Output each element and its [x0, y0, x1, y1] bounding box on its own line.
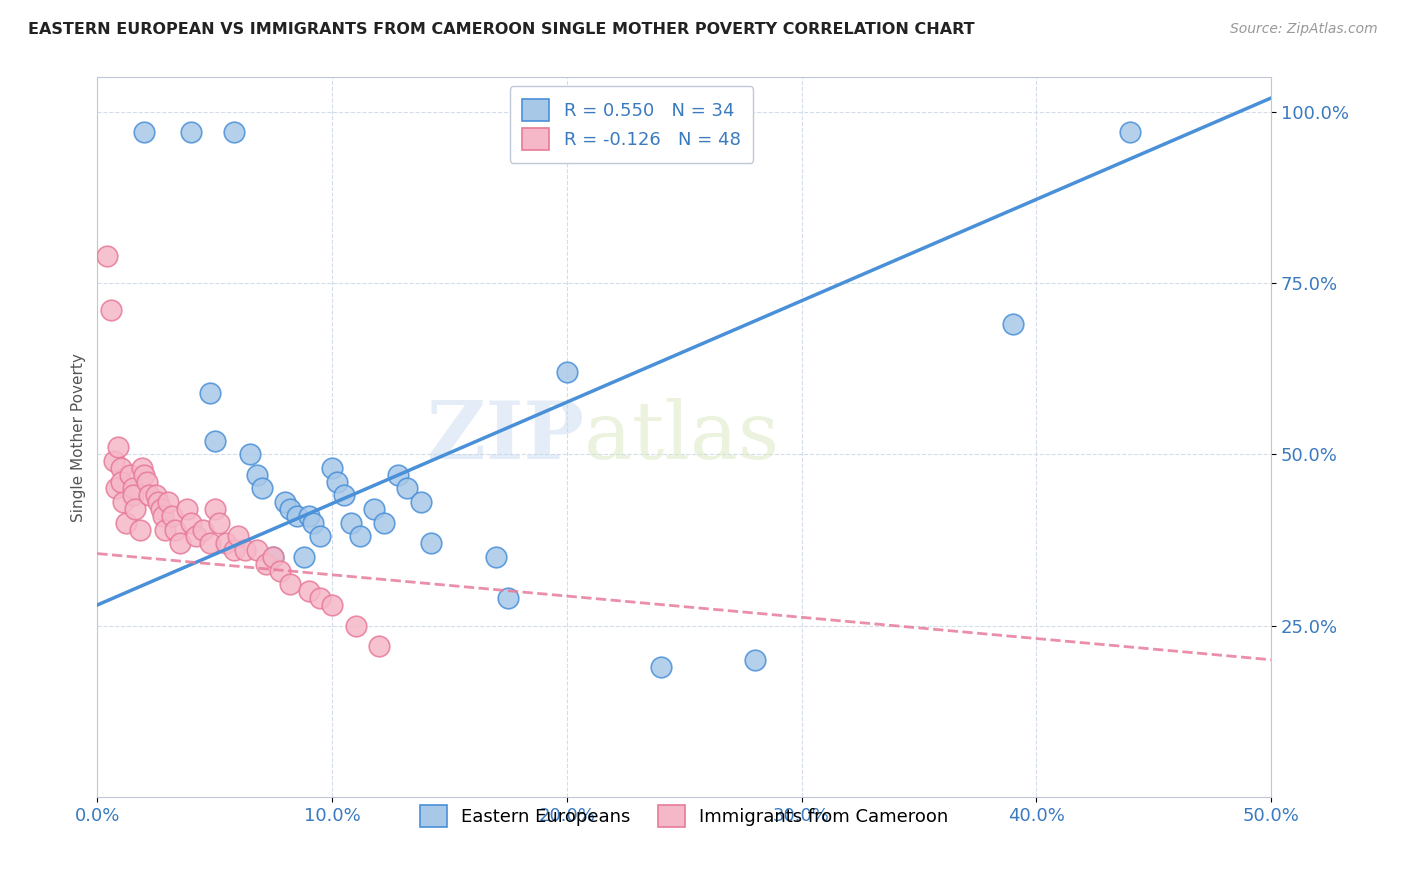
Point [103, 454, 125, 468]
Point [112, 495, 135, 509]
Point [226, 529, 249, 543]
Point [278, 577, 301, 591]
Point [107, 441, 129, 455]
Point [246, 543, 269, 558]
Point [292, 549, 315, 564]
Point [105, 482, 128, 496]
Point [485, 549, 508, 564]
Point [246, 467, 269, 482]
Point [396, 482, 419, 496]
Point [285, 508, 308, 523]
Point [340, 516, 363, 530]
Legend: Eastern Europeans, Immigrants from Cameroon: Eastern Europeans, Immigrants from Camer… [412, 798, 956, 835]
Point [269, 564, 291, 578]
Point [169, 536, 191, 550]
Point [321, 598, 343, 612]
Text: EASTERN EUROPEAN VS IMMIGRANTS FROM CAMEROON SINGLE MOTHER POVERTY CORRELATION C: EASTERN EUROPEAN VS IMMIGRANTS FROM CAME… [28, 22, 974, 37]
Point [96, 249, 118, 263]
Point [222, 543, 245, 558]
Point [239, 447, 262, 461]
Point [233, 543, 256, 558]
Point [204, 434, 226, 448]
Point [333, 488, 356, 502]
Point [349, 529, 371, 543]
Point [134, 125, 156, 139]
Point [191, 523, 214, 537]
Point [149, 502, 172, 516]
Point [555, 365, 578, 379]
Point [134, 467, 156, 482]
Point [204, 502, 226, 516]
Point [298, 508, 321, 523]
Point [198, 536, 221, 550]
Point [302, 516, 325, 530]
Text: atlas: atlas [585, 398, 779, 476]
Point [278, 502, 301, 516]
Point [135, 475, 157, 489]
Point [124, 502, 146, 516]
Point [373, 516, 395, 530]
Text: Source: ZipAtlas.com: Source: ZipAtlas.com [1230, 22, 1378, 37]
Point [145, 488, 167, 502]
Point [274, 495, 297, 509]
Point [309, 591, 332, 606]
Point [262, 549, 284, 564]
Point [208, 516, 231, 530]
Point [419, 536, 441, 550]
Point [156, 495, 179, 509]
Point [128, 523, 150, 537]
Point [363, 502, 385, 516]
Point [496, 591, 519, 606]
Point [254, 557, 277, 571]
Point [250, 482, 273, 496]
Text: ZIP: ZIP [427, 398, 585, 476]
Y-axis label: Single Mother Poverty: Single Mother Poverty [72, 352, 86, 522]
Point [138, 488, 160, 502]
Point [110, 475, 132, 489]
Point [215, 536, 238, 550]
Point [114, 516, 136, 530]
Point [148, 495, 170, 509]
Point [180, 516, 202, 530]
Point [744, 653, 766, 667]
Point [298, 584, 321, 599]
Point [184, 529, 207, 543]
Point [120, 467, 142, 482]
Point [650, 659, 672, 673]
Point [326, 475, 349, 489]
Point [176, 502, 198, 516]
Point [262, 549, 284, 564]
Point [162, 508, 184, 523]
Point [222, 125, 245, 139]
Point [121, 488, 143, 502]
Point [309, 529, 332, 543]
Point [321, 461, 343, 475]
Point [411, 495, 433, 509]
Point [100, 303, 122, 318]
Point [121, 482, 143, 496]
Point [152, 508, 174, 523]
Point [180, 125, 202, 139]
Point [163, 523, 186, 537]
Point [155, 523, 177, 537]
Point [198, 385, 221, 400]
Point [1119, 125, 1142, 139]
Point [131, 461, 153, 475]
Point [110, 461, 132, 475]
Point [1001, 317, 1024, 331]
Point [387, 467, 409, 482]
Point [344, 618, 367, 632]
Point [368, 639, 391, 653]
